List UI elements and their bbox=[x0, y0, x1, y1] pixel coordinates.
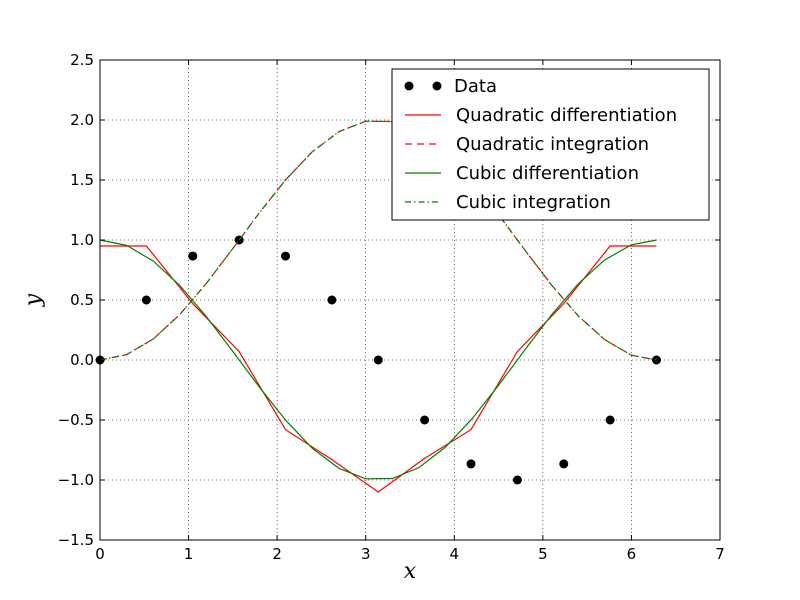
series-line bbox=[100, 245, 657, 493]
legend-item: Cubic differentiation bbox=[405, 163, 639, 184]
legend-marker bbox=[432, 81, 442, 91]
data-point bbox=[420, 415, 430, 425]
x-tick-label: 7 bbox=[715, 545, 725, 563]
legend-label: Data bbox=[454, 76, 497, 97]
series-cubic-integration bbox=[99, 120, 657, 361]
series-quadratic-differentiation bbox=[100, 245, 657, 493]
data-point bbox=[327, 295, 337, 305]
legend-label: Cubic differentiation bbox=[456, 163, 639, 184]
legend-item: Quadratic integration bbox=[405, 134, 649, 155]
data-point bbox=[281, 251, 291, 261]
x-tick-label: 1 bbox=[184, 545, 194, 563]
legend-item: Cubic integration bbox=[405, 192, 611, 213]
y-tick-label: 1.5 bbox=[70, 171, 94, 189]
legend-item: Quadratic differentiation bbox=[405, 105, 677, 126]
y-tick-label: −1.5 bbox=[58, 531, 94, 549]
y-tick-label: 0.0 bbox=[70, 351, 94, 369]
y-tick-label: 0.5 bbox=[70, 291, 94, 309]
legend-label: Cubic integration bbox=[456, 192, 611, 213]
series-line bbox=[99, 120, 657, 361]
y-axis-label: y bbox=[21, 293, 46, 307]
legend-marker bbox=[404, 81, 414, 91]
x-tick-label: 6 bbox=[627, 545, 637, 563]
data-point bbox=[605, 415, 615, 425]
data-point bbox=[141, 295, 151, 305]
data-point bbox=[559, 459, 569, 469]
series-line bbox=[99, 239, 657, 480]
y-tick-label: −1.0 bbox=[58, 471, 94, 489]
legend-label: Quadratic differentiation bbox=[456, 105, 677, 126]
x-tick-label: 5 bbox=[538, 545, 548, 563]
x-axis-label: x bbox=[404, 559, 417, 584]
legend-label: Quadratic integration bbox=[456, 134, 649, 155]
legend: Data Quadratic differentiation Quadratic i… bbox=[391, 68, 710, 221]
x-tick-label: 3 bbox=[361, 545, 371, 563]
x-tick-label: 0 bbox=[95, 545, 105, 563]
y-tick-label: 1.0 bbox=[70, 231, 94, 249]
legend-item: Data bbox=[404, 76, 497, 97]
series-layer bbox=[95, 120, 662, 493]
data-point bbox=[466, 459, 476, 469]
data-point bbox=[188, 251, 198, 261]
axis-ticks: 0 1 2 3 4 5 6 7 −1.5 −1.0 −0.5 0.0 0.5 1.0 1.5 2.0 2.5 bbox=[58, 51, 725, 563]
series-line bbox=[99, 120, 657, 361]
legend-box bbox=[391, 68, 710, 221]
data-point bbox=[652, 355, 662, 365]
y-tick-label: −0.5 bbox=[58, 411, 94, 429]
y-tick-label: 2.5 bbox=[70, 51, 94, 69]
data-point bbox=[373, 355, 383, 365]
x-tick-label: 2 bbox=[272, 545, 282, 563]
series-quadratic-integration bbox=[99, 120, 657, 361]
y-tick-label: 2.0 bbox=[70, 111, 94, 129]
x-tick-label: 4 bbox=[450, 545, 460, 563]
series-cubic-differentiation bbox=[99, 239, 657, 480]
data-point bbox=[512, 475, 522, 485]
